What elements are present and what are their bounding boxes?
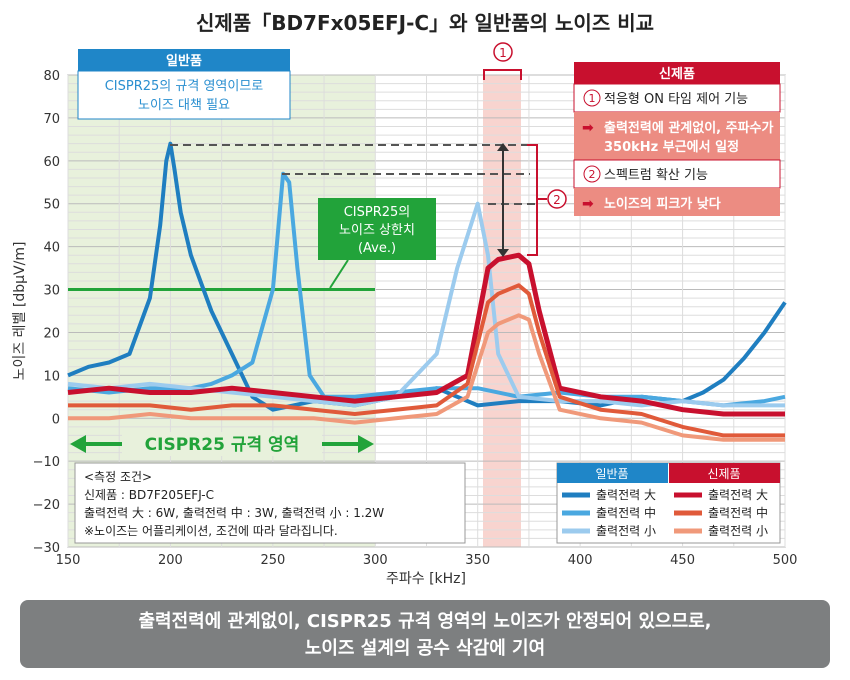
y-tick-label: 60 [43,155,60,170]
new-feature1-box [573,83,781,113]
new-effect2-text: 노이즈의 피크가 낮다 [604,196,721,212]
limit-callout-pointer [329,259,349,289]
x-axis-label: 주파수 [kHz] [386,571,466,587]
region-arrow-left [70,435,86,453]
marker-1-bracket [483,69,522,80]
limit-callout-line2: 노이즈 상한치 [339,223,415,238]
conditions-line3: ※노이즈는 어플리케이션, 조건에 따라 달라집니다. [84,524,338,538]
limit-callout-line1: CISPR25의 [344,205,411,220]
series-line-6 [68,313,785,442]
new-callout-title: 신제품 [659,67,695,82]
feature1-num-circle [583,89,601,107]
legend-label: 출력전력 中 [708,505,768,520]
new-feature2-text: 스펙트럼 확산 기능 [604,168,708,183]
x-tick-label: 400 [568,553,593,568]
limit-callout-line3: (Ave.) [358,241,396,256]
y-tick-label: 40 [43,241,60,256]
y-tick-label: 10 [43,369,60,384]
new-feature1-text: 적응형 ON 타임 제어 기능 [604,92,748,107]
new-feature2-effect-box [574,188,780,216]
legend-general-title: 일반품 [595,467,628,481]
conditions-line1: 신제품 : BD7F205EFJ-C [84,488,214,502]
conclusion-line2: 노이즈 설계의 공수 삭감에 기여 [305,638,545,659]
effect2-arrow: ➡ [582,196,594,212]
conditions-title: <측정 조건> [84,470,152,484]
conclusion-banner [20,600,830,668]
series-group [67,141,787,442]
limit-callout [318,198,436,260]
legend-label: 출력전력 小 [708,524,768,538]
new-callout-header [574,62,780,84]
x-tick-label: 450 [670,553,695,568]
x-tick-label: 500 [773,553,798,568]
legend-rows: 출력전력 大 출력전력 中 출력전력 小 출력전력 大 출력전력 中 출력전력 小 [562,488,768,538]
feature1-num: 1 [589,92,596,105]
y-tick-label: −30 [33,541,60,556]
conditions-line2: 출력전력 大 : 6W, 출력전력 中 : 3W, 출력전력 小 : 1.2W [84,505,384,520]
marker-2-label: 2 [553,193,561,207]
feature2-num-circle [583,165,601,183]
y-tick-label: 50 [43,198,60,213]
region-arrow-right [358,435,374,453]
new-effect1-line2: 350kHz 부근에서 일정 [604,139,739,155]
arrow-head-up [497,143,509,151]
new-feature2-box [573,159,781,189]
series-line-5 [68,283,785,438]
marker-1-circle [493,42,513,62]
legend-new-header [669,463,780,483]
legend-general-header [557,463,668,483]
y-tick-label: 20 [43,326,60,341]
x-tick-label: 150 [56,553,81,568]
x-axis-ticks: 150200250300350400450500150 [56,553,798,568]
legend-label: 출력전력 中 [596,505,656,520]
arrow-head-down [497,249,509,257]
effect1-arrow: ➡ [582,120,594,136]
y-tick-label: 70 [43,112,60,127]
new-effect1-line1: 출력전력에 관계없이, 주파수가 [604,120,774,136]
legend-label: 출력전력 小 [596,524,656,538]
y-tick-label: −10 [33,455,60,470]
marker-2-circle [547,189,567,209]
chart-title: 신제품「BD7Fx05EFJ-C」와 일반품의 노이즈 비교 [196,11,654,35]
feature2-num: 2 [589,168,596,181]
y-axis-ticks: 80 70 60 50 40 30 20 10 0 −10 −20 −30 [33,69,60,556]
legend-new-title: 신제품 [707,467,740,481]
x-tick-label: 200 [158,553,183,568]
x-tick-label: 250 [260,553,285,568]
y-tick-label: 0 [52,412,60,427]
y-tick-label: 30 [43,284,60,299]
general-callout-header [78,49,290,71]
legend-label: 출력전력 大 [708,488,768,502]
general-callout-line1: CISPR25의 규격 영역이므로 [105,79,264,94]
y-axis-label: 노이즈 레벨 [dbµV/m] [12,242,28,381]
legend-label: 출력전력 大 [596,488,656,502]
conditions-box [74,462,466,544]
series-line-4 [67,252,785,417]
y-tick-label: −20 [33,498,60,513]
conclusion-line1: 출력전력에 관계없이, CISPR25 규격 영역의 노이즈가 안정되어 있으므… [138,611,711,632]
region-label-bg [122,432,322,456]
region-label: CISPR25 규격 영역 [145,435,300,455]
marker-1-label: 1 [499,46,507,60]
new-feature1-effect-box [574,112,780,160]
x-tick-label: 350 [465,553,490,568]
y-tick-label: 80 [43,69,60,84]
general-callout-line2: 노이즈 대책 필요 [138,98,230,113]
general-callout-title: 일반품 [166,53,202,69]
x-tick-label: 300 [363,553,388,568]
general-callout-body [77,70,291,120]
